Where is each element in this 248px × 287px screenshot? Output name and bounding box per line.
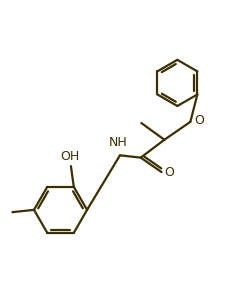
- Text: O: O: [194, 114, 204, 127]
- Text: OH: OH: [60, 150, 79, 163]
- Text: O: O: [164, 166, 174, 179]
- Text: NH: NH: [108, 136, 127, 149]
